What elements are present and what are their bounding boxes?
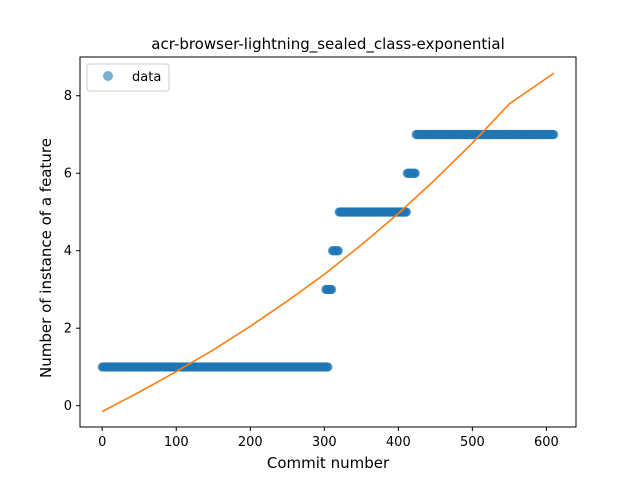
x-tick-label: 400 (386, 435, 411, 450)
legend-marker-data (103, 71, 113, 81)
x-axis-label: Commit number (267, 454, 390, 472)
data-point (410, 168, 420, 178)
legend: data (86, 63, 170, 92)
x-tick-label: 100 (164, 435, 189, 450)
x-tick-label: 300 (312, 435, 337, 450)
data-point (333, 246, 343, 256)
y-tick-label: 0 (64, 399, 72, 414)
data-point (327, 284, 337, 295)
y-tick-label: 8 (64, 89, 72, 104)
chart-title: acr-browser-lightning_sealed_class-expon… (151, 35, 504, 54)
y-tick-label: 2 (64, 322, 72, 337)
fit-line (101, 72, 555, 413)
plot-area (97, 72, 559, 413)
legend-box (86, 63, 170, 92)
axis-ticks: 0 100 200 300 400 500 600 0 2 4 6 8 (64, 89, 559, 450)
data-point (323, 362, 333, 372)
data-point (401, 207, 412, 217)
y-tick-label: 4 (64, 244, 72, 259)
data-series (97, 129, 559, 372)
legend-label-data: data (132, 70, 161, 85)
x-tick-label: 0 (98, 435, 106, 450)
y-tick-label: 6 (64, 167, 72, 182)
x-tick-label: 500 (460, 435, 485, 450)
x-tick-label: 600 (534, 435, 559, 450)
axes-frame (79, 56, 577, 428)
x-tick-label: 200 (238, 435, 263, 450)
y-axis-label: Number of instance of a feature (37, 138, 55, 378)
data-point (549, 129, 559, 140)
